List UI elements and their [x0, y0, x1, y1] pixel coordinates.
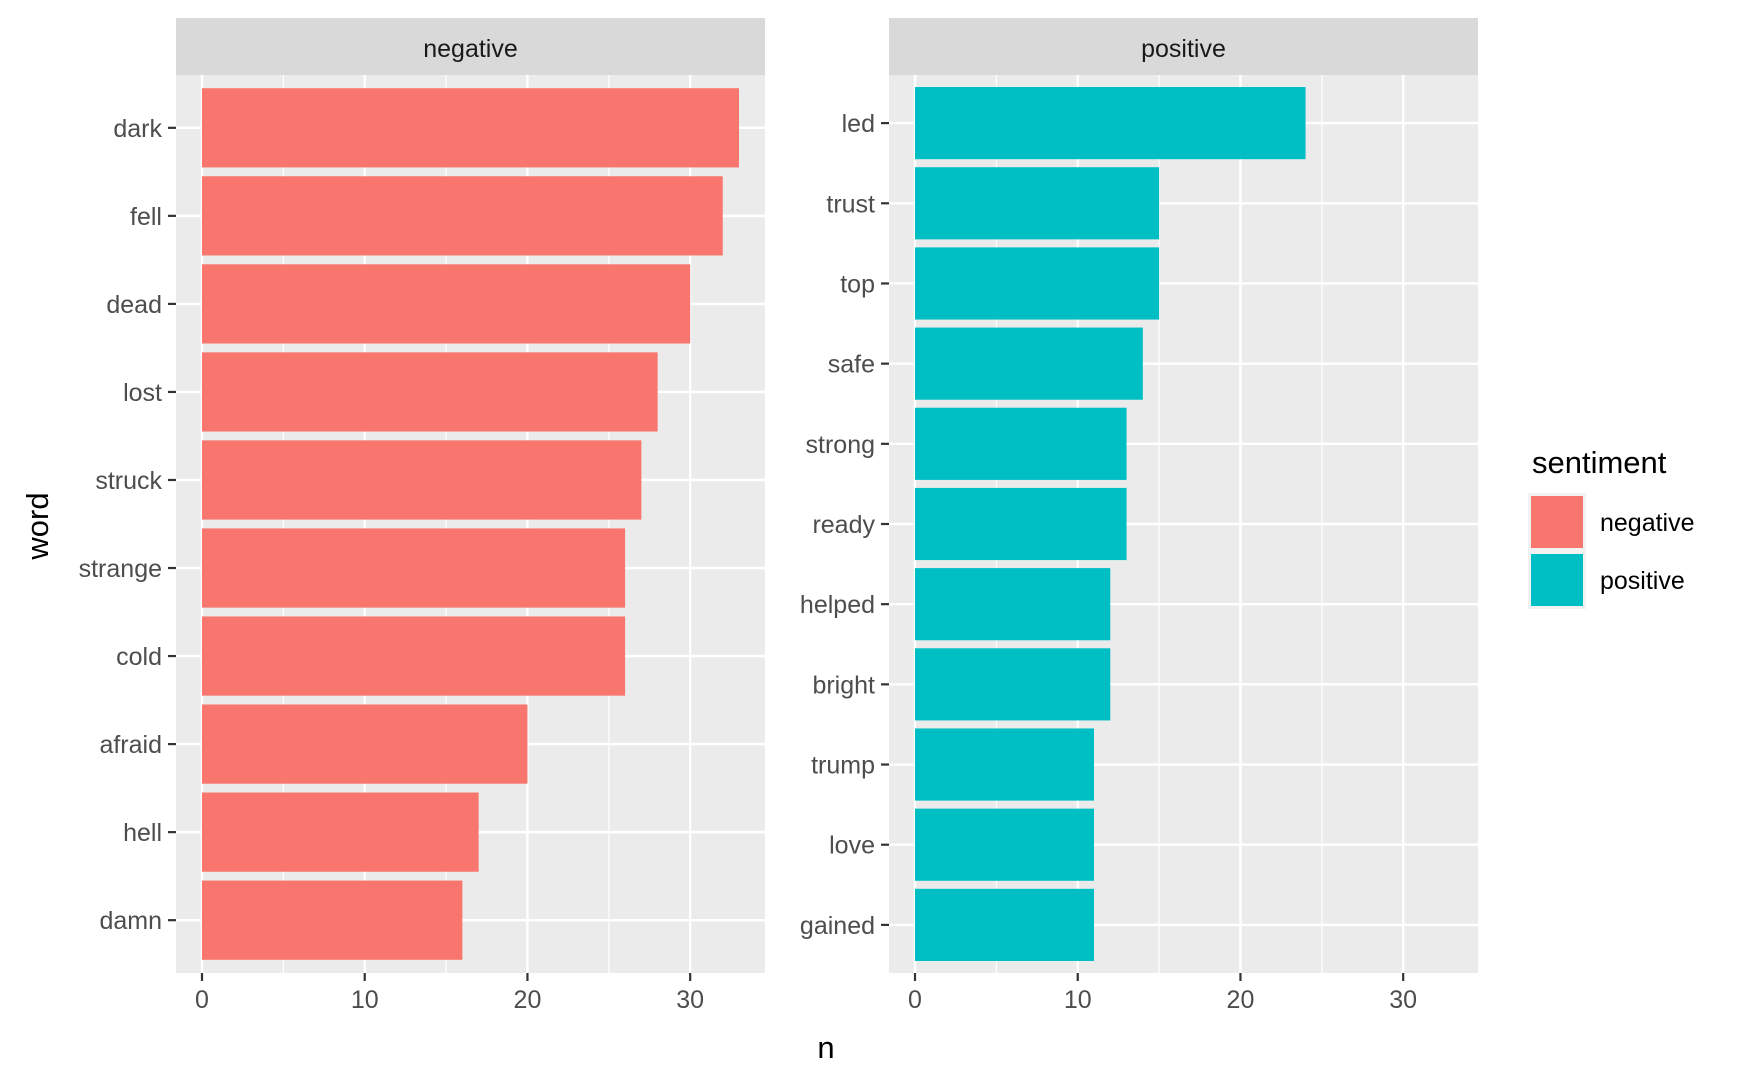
x-tick-label: 20: [514, 986, 542, 1014]
bar-helped: [915, 568, 1111, 641]
bar-top: [915, 247, 1160, 320]
facet-strip-label: negative: [423, 35, 518, 63]
bar-afraid: [202, 704, 528, 784]
y-tick-label: fell: [130, 203, 162, 231]
bar-struck: [202, 440, 642, 520]
y-tick-label: damn: [99, 907, 162, 935]
facet-strip-label: positive: [1141, 35, 1226, 63]
bar-safe: [915, 327, 1143, 400]
strip-background: [889, 18, 1478, 75]
x-axis: 0 10 20 30: [908, 973, 1417, 1014]
y-axis-title: word: [20, 492, 55, 560]
x-tick-label: 0: [908, 986, 922, 1014]
y-tick-label: bright: [812, 671, 875, 699]
x-tick-label: 10: [351, 986, 379, 1014]
bar-trump: [915, 728, 1094, 801]
y-tick-label: gained: [800, 912, 875, 940]
y-tick-label: strange: [79, 555, 162, 583]
bar-trust: [915, 167, 1160, 240]
bar-led: [915, 87, 1306, 160]
y-tick-label: cold: [116, 643, 162, 671]
y-tick-label: hell: [123, 819, 162, 847]
legend-key-negative: [1531, 496, 1583, 548]
bar-damn: [202, 880, 463, 960]
strip-background: [176, 18, 765, 75]
y-tick-label: ready: [812, 511, 875, 539]
bar-love: [915, 808, 1094, 881]
y-tick-label: dead: [106, 291, 162, 319]
bar-ready: [915, 487, 1127, 561]
x-axis-title: n: [817, 1030, 834, 1065]
bar-fell: [202, 176, 723, 256]
x-tick-label: 30: [676, 986, 704, 1014]
y-tick-label: afraid: [99, 731, 162, 759]
y-tick-label: strong: [806, 431, 875, 459]
legend-label: positive: [1600, 567, 1685, 595]
bar-gained: [915, 888, 1094, 961]
y-axis: led trust top safe strong ready helped bright tr…: [800, 110, 889, 940]
facet-panel-negative: negative dark fell dead lost struck strange co…: [79, 18, 765, 1014]
bar-lost: [202, 352, 658, 432]
bar-strong: [915, 407, 1127, 480]
y-axis: dark fell dead lost struck strange cold afraid h…: [79, 115, 176, 935]
x-tick-label: 10: [1064, 986, 1092, 1014]
x-tick-label: 0: [195, 986, 209, 1014]
y-tick-label: trump: [811, 752, 875, 780]
y-tick-label: love: [829, 832, 875, 860]
bar-cold: [202, 616, 626, 696]
bars: [202, 88, 739, 960]
bar-hell: [202, 792, 479, 872]
bar-dark: [202, 88, 739, 168]
y-tick-label: safe: [828, 351, 875, 379]
x-tick-label: 30: [1389, 986, 1417, 1014]
y-tick-label: lost: [123, 379, 162, 407]
y-tick-label: struck: [95, 467, 162, 495]
y-tick-label: led: [842, 110, 875, 138]
x-axis: 0 10 20 30: [195, 973, 704, 1014]
legend-title: sentiment: [1532, 445, 1667, 480]
legend-keys: negative positive: [1528, 493, 1695, 609]
bar-strange: [202, 528, 626, 608]
legend-key-positive: [1531, 554, 1583, 606]
legend-label: negative: [1600, 509, 1695, 537]
legend: sentiment negative positive: [1528, 445, 1695, 609]
bar-bright: [915, 648, 1111, 721]
y-tick-label: trust: [826, 190, 875, 218]
y-tick-label: top: [840, 270, 875, 298]
y-tick-label: dark: [113, 115, 162, 143]
facet-panel-positive: positive led trust top safe strong ready helpe…: [800, 18, 1478, 1014]
bars: [915, 87, 1306, 961]
y-tick-label: helped: [800, 591, 875, 619]
bar-dead: [202, 264, 691, 344]
x-tick-label: 20: [1227, 986, 1255, 1014]
